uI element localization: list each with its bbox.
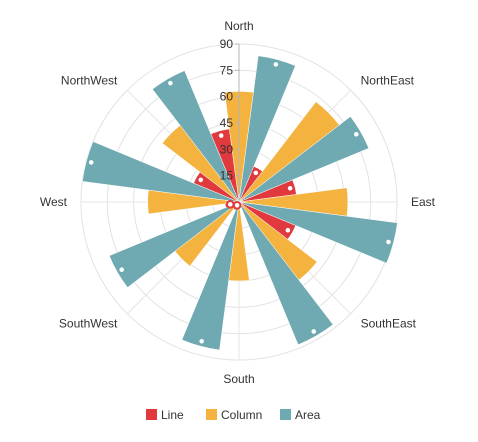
bar-area-northeast[interactable]: [238, 116, 370, 203]
series-markers: [86, 60, 393, 346]
marker-area-northeast[interactable]: [351, 129, 361, 139]
marker-area-northwest[interactable]: [166, 78, 175, 88]
legend: Line Column Area: [146, 408, 321, 422]
bar-area-southwest[interactable]: [108, 201, 240, 288]
marker-line-southeast[interactable]: [283, 225, 293, 235]
marker-area-west[interactable]: [86, 158, 96, 167]
radial-tick-label: 75: [220, 63, 234, 77]
legend-item-line[interactable]: Line: [146, 408, 184, 422]
radial-axis: 15 30 45 60 75 90: [220, 37, 240, 202]
direction-label-west: West: [40, 195, 68, 209]
radial-tick-label: 30: [220, 142, 234, 156]
direction-label-south: South: [223, 372, 254, 386]
radial-tick-label: 15: [220, 169, 234, 183]
legend-label: Line: [161, 408, 184, 422]
direction-label-east: East: [411, 195, 436, 209]
direction-labels: North NorthEast East SouthEast South SouthWes…: [40, 19, 436, 386]
bar-area-east[interactable]: [238, 201, 398, 264]
direction-label-southwest: SouthWest: [59, 317, 118, 331]
series-bars: [82, 55, 398, 351]
legend-item-column[interactable]: Column: [206, 408, 262, 422]
direction-label-northwest: NorthWest: [61, 73, 118, 87]
legend-swatch: [146, 409, 157, 420]
bar-area-northwest[interactable]: [152, 70, 240, 203]
bar-area-southeast[interactable]: [238, 201, 334, 346]
marker-area-south[interactable]: [197, 337, 206, 346]
radial-tick-label: 90: [220, 37, 234, 51]
direction-label-northeast: NorthEast: [361, 73, 415, 87]
legend-label: Column: [221, 408, 262, 422]
marker-line-southwest[interactable]: [232, 200, 242, 210]
legend-label: Area: [295, 408, 321, 422]
marker-line-west[interactable]: [225, 200, 235, 209]
marker-area-north[interactable]: [271, 60, 281, 69]
direction-label-north: North: [224, 19, 253, 33]
marker-area-southwest[interactable]: [117, 265, 127, 275]
marker-line-northeast[interactable]: [251, 168, 261, 178]
marker-area-southeast[interactable]: [309, 327, 319, 336]
legend-item-area[interactable]: Area: [280, 408, 321, 422]
marker-line-north[interactable]: [216, 131, 226, 140]
legend-swatch: [206, 409, 217, 420]
legend-swatch: [280, 409, 291, 420]
bar-area-south[interactable]: [181, 201, 240, 351]
radial-tick-label: 60: [220, 90, 234, 104]
radial-tick-label: 45: [220, 116, 234, 130]
marker-area-east[interactable]: [384, 237, 393, 247]
direction-label-southeast: SouthEast: [361, 317, 417, 331]
marker-line-northwest[interactable]: [196, 175, 206, 185]
marker-line-east[interactable]: [285, 183, 295, 193]
bar-area-north[interactable]: [238, 55, 296, 203]
bar-area-west[interactable]: [82, 141, 240, 203]
